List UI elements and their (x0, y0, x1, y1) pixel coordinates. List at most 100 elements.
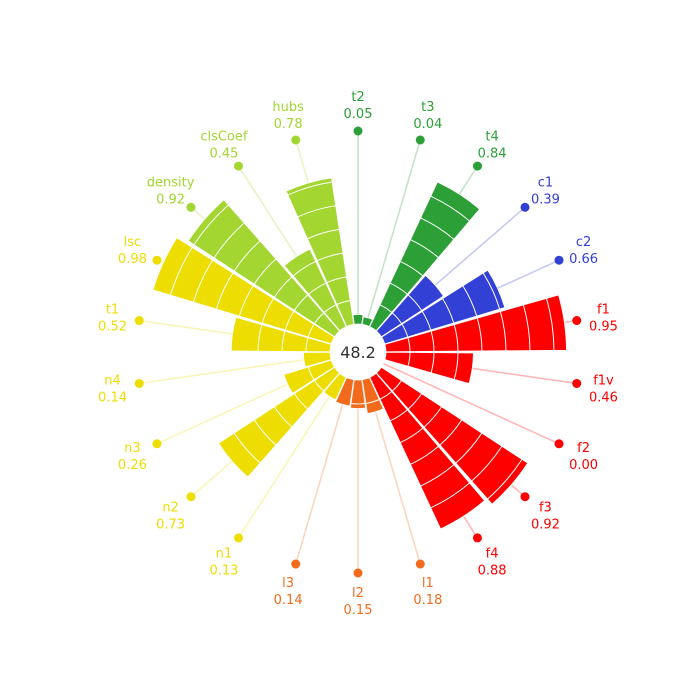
bar-ring-f4 (400, 427, 424, 444)
label-value-n2: 0.73 (156, 517, 185, 532)
label-name-t2: t2 (351, 90, 364, 105)
bar-ring-c2 (482, 272, 501, 310)
bar-ring-t4 (400, 260, 424, 277)
bar-ring-t4 (389, 282, 408, 295)
label-name-l1: l1 (422, 576, 434, 591)
label-value-c1: 0.39 (531, 193, 560, 208)
bar-ring-f4 (430, 482, 470, 509)
dot-n1 (234, 533, 244, 543)
label-value-t4: 0.84 (478, 146, 507, 161)
bar-ring-f3 (392, 380, 402, 392)
bar-ring-n2 (294, 393, 309, 410)
bar-ring-hubs (307, 228, 340, 240)
bar-ring-n2 (253, 419, 277, 446)
bar-n2 (217, 366, 341, 478)
bar-ring-n2 (273, 406, 293, 428)
bar-ring-f1 (407, 337, 411, 352)
bar-ring-lsc (192, 259, 213, 303)
label-name-f1v: f1v (593, 373, 614, 388)
label-value-n1: 0.13 (209, 564, 238, 579)
label-value-l1: 0.18 (413, 593, 442, 608)
dot-l2 (353, 568, 363, 578)
dot-n3 (152, 439, 162, 449)
label-name-n1: n1 (216, 547, 233, 562)
bar-ring-f1 (476, 317, 483, 351)
dot-l3 (291, 559, 301, 569)
bar-ring-f3 (471, 445, 503, 482)
label-name-t1: t1 (106, 303, 119, 318)
bar-ring-f3 (487, 459, 523, 500)
label-name-l2: l2 (352, 586, 364, 601)
label-name-l3: l3 (282, 576, 294, 591)
bar-ring-lsc (215, 272, 234, 310)
bar-ring-f3 (423, 406, 443, 428)
bar-ring-f1 (430, 331, 435, 352)
bar-ring-f1v (430, 352, 435, 373)
bar-ring-density (233, 240, 261, 272)
label-name-f3: f3 (539, 500, 552, 515)
label-value-l3: 0.14 (274, 593, 303, 608)
label-name-t4: t4 (485, 129, 498, 144)
bar-ring-density (213, 222, 245, 259)
dot-f1 (572, 316, 582, 326)
bar-ring-t4 (430, 195, 470, 222)
bar-ring-density (193, 204, 229, 245)
bar-ring-c1 (392, 312, 402, 324)
bar-ring-lsc (238, 285, 254, 317)
dot-t4 (472, 161, 482, 171)
bar-ring-n3 (307, 366, 315, 381)
bar-ring-t1 (257, 324, 263, 352)
dot-c1 (520, 202, 530, 212)
bar-ring-hubs (297, 205, 336, 218)
bar-ring-lsc (307, 323, 315, 338)
bar-ring-lsc (169, 247, 193, 296)
label-value-t3: 0.04 (413, 117, 442, 132)
label-name-n4: n4 (104, 373, 121, 388)
spoke-l3 (294, 378, 351, 565)
label-name-f1: f1 (597, 303, 610, 318)
bar-ring-lsc (284, 311, 295, 331)
bar-ring-f1v (453, 352, 459, 380)
bar-ring-clscoef (292, 260, 316, 277)
dot-hubs (291, 135, 301, 145)
dot-n4 (134, 378, 144, 388)
bar-ring-c2 (421, 311, 432, 331)
dot-lsc (152, 255, 162, 265)
labels-layer: f1 0.95 f1v 0.46 f2 0.00 f3 0.92 f4 0.88 l1 0.18 l2 0… (98, 90, 618, 618)
bar-ring-hubs (336, 300, 351, 305)
bar-ring-density (273, 276, 293, 298)
label-value-f1v: 0.46 (589, 390, 618, 405)
dot-t3 (415, 135, 425, 145)
dot-f4 (472, 533, 482, 543)
label-value-hubs: 0.78 (274, 117, 303, 132)
label-value-f3: 0.92 (531, 517, 560, 532)
dots-layer (134, 126, 582, 578)
bar-ring-density (294, 294, 309, 311)
label-value-density: 0.92 (156, 193, 185, 208)
bar-ring-hubs (287, 181, 333, 196)
bar-ring-c2 (401, 323, 409, 338)
label-name-f4: f4 (486, 547, 499, 562)
bar-ring-n2 (314, 380, 324, 392)
bar-ring-t4 (379, 304, 393, 313)
bar-ring-lsc (261, 298, 274, 324)
label-name-f2: f2 (577, 441, 590, 456)
bars-layer (152, 177, 567, 530)
label-value-c2: 0.66 (569, 252, 598, 267)
bar-ring-f3 (439, 419, 463, 446)
label-value-n3: 0.26 (118, 458, 147, 473)
bar-ring-density (253, 258, 277, 285)
bar-ring-f4 (389, 409, 408, 422)
bar-ring-clscoef (323, 304, 337, 313)
label-value-l2: 0.15 (344, 603, 373, 618)
spoke-f2 (383, 362, 560, 445)
label-value-f4: 0.88 (478, 564, 507, 579)
bar-ring-c1 (407, 294, 422, 311)
center-circle (330, 324, 386, 380)
label-value-f2: 0.00 (569, 458, 598, 473)
bar-ring-l1 (365, 399, 380, 404)
bar-ring-f1 (499, 311, 507, 351)
label-name-n2: n2 (162, 500, 179, 515)
label-name-lsc: lsc (124, 235, 142, 250)
bar-ring-f4 (379, 391, 393, 400)
